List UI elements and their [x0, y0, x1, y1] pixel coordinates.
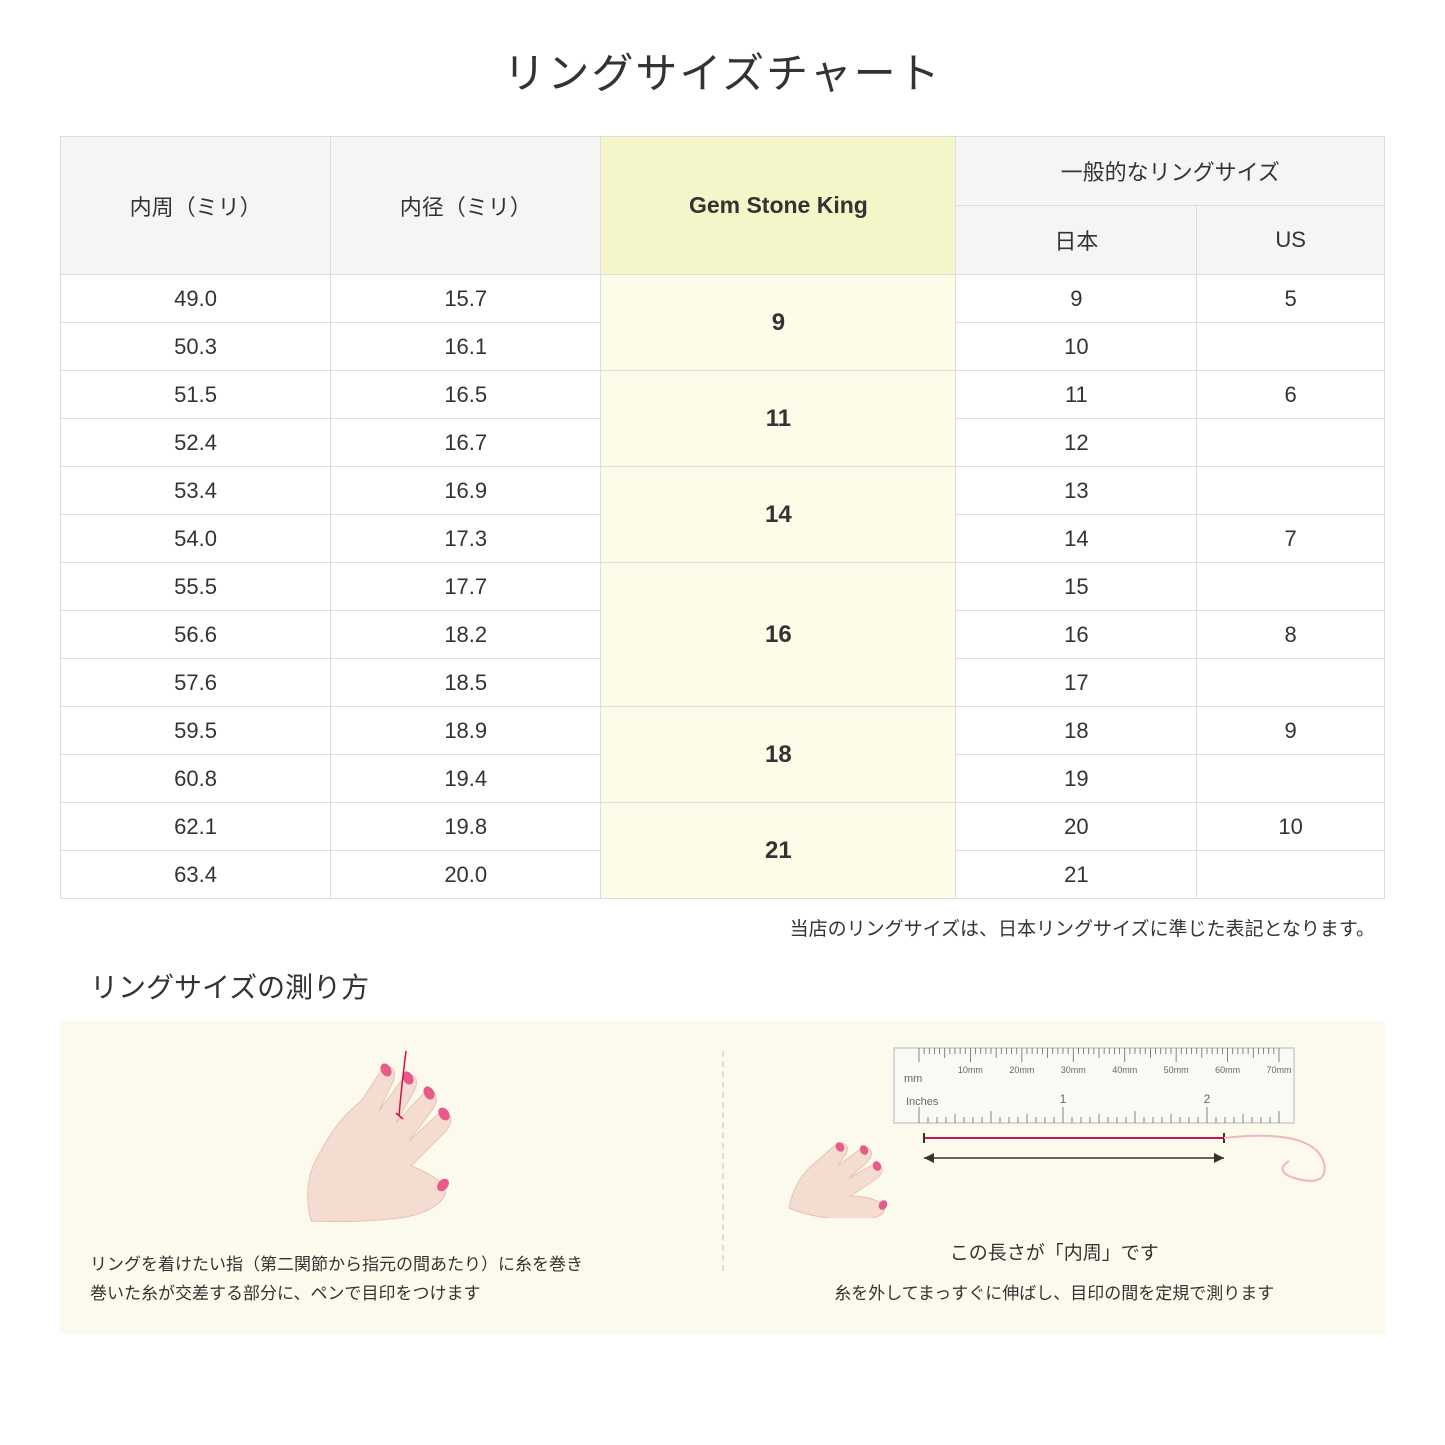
svg-text:Inches: Inches — [906, 1096, 939, 1108]
length-label: この長さが「内周」です — [950, 1238, 1159, 1265]
table-note: 当店のリングサイズは、日本リングサイズに準じた表記となります。 — [60, 914, 1385, 941]
header-general: 一般的なリングサイズ — [956, 137, 1385, 206]
table-row: 53.416.91413 — [61, 467, 1385, 515]
svg-text:30mm: 30mm — [1061, 1065, 1086, 1075]
cell-us — [1197, 659, 1385, 707]
howto-left-panel: リングを着けたい指（第二関節から指元の間あたり）に糸を巻き 巻いた糸が交差する部… — [90, 1041, 692, 1309]
cell-diameter: 16.9 — [331, 467, 601, 515]
cell-diameter: 18.5 — [331, 659, 601, 707]
cell-japan: 19 — [956, 755, 1197, 803]
table-row: 49.015.7995 — [61, 275, 1385, 323]
hand-illustration-left — [251, 1041, 531, 1231]
cell-diameter: 17.3 — [331, 515, 601, 563]
cell-circumference: 57.6 — [61, 659, 331, 707]
svg-text:40mm: 40mm — [1112, 1065, 1137, 1075]
header-circumference: 内周（ミリ） — [61, 137, 331, 275]
cell-japan: 14 — [956, 515, 1197, 563]
cell-japan: 9 — [956, 275, 1197, 323]
cell-circumference: 54.0 — [61, 515, 331, 563]
cell-us: 8 — [1197, 611, 1385, 659]
cell-japan: 11 — [956, 371, 1197, 419]
cell-us — [1197, 467, 1385, 515]
cell-circumference: 50.3 — [61, 323, 331, 371]
cell-japan: 10 — [956, 323, 1197, 371]
cell-us: 9 — [1197, 707, 1385, 755]
table-row: 51.516.511116 — [61, 371, 1385, 419]
table-row: 59.518.918189 — [61, 707, 1385, 755]
cell-circumference: 51.5 — [61, 371, 331, 419]
howto-container: リングを着けたい指（第二関節から指元の間あたり）に糸を巻き 巻いた糸が交差する部… — [60, 1021, 1385, 1334]
cell-us — [1197, 755, 1385, 803]
cell-us — [1197, 563, 1385, 611]
cell-japan: 20 — [956, 803, 1197, 851]
cell-circumference: 52.4 — [61, 419, 331, 467]
cell-us: 5 — [1197, 275, 1385, 323]
cell-japan: 12 — [956, 419, 1197, 467]
svg-text:70mm: 70mm — [1267, 1065, 1292, 1075]
cell-gsk: 11 — [601, 371, 956, 467]
cell-gsk: 21 — [601, 803, 956, 899]
cell-diameter: 19.8 — [331, 803, 601, 851]
table-row: 62.119.8212010 — [61, 803, 1385, 851]
cell-diameter: 18.2 — [331, 611, 601, 659]
cell-japan: 18 — [956, 707, 1197, 755]
cell-circumference: 59.5 — [61, 707, 331, 755]
cell-gsk: 9 — [601, 275, 956, 371]
howto-right-panel: 10mm 20mm 30mm 40mm 50mm 60mm 70mm mm 1 2 Inche… — [754, 1041, 1356, 1309]
cell-diameter: 15.7 — [331, 275, 601, 323]
ruler-illustration: 10mm 20mm 30mm 40mm 50mm 60mm 70mm mm 1 2 Inche… — [774, 1043, 1334, 1223]
cell-us: 7 — [1197, 515, 1385, 563]
cell-diameter: 16.1 — [331, 323, 601, 371]
svg-text:2: 2 — [1204, 1092, 1211, 1106]
cell-diameter: 17.7 — [331, 563, 601, 611]
cell-gsk: 14 — [601, 467, 956, 563]
cell-us: 10 — [1197, 803, 1385, 851]
cell-circumference: 53.4 — [61, 467, 331, 515]
cell-gsk: 16 — [601, 563, 956, 707]
header-japan: 日本 — [956, 206, 1197, 275]
cell-circumference: 63.4 — [61, 851, 331, 899]
cell-diameter: 16.5 — [331, 371, 601, 419]
svg-text:50mm: 50mm — [1164, 1065, 1189, 1075]
table-row: 55.517.71615 — [61, 563, 1385, 611]
howto-right-caption: 糸を外してまっすぐに伸ばし、目印の間を定規で測ります — [754, 1280, 1356, 1309]
cell-us — [1197, 323, 1385, 371]
header-us: US — [1197, 206, 1385, 275]
howto-left-caption: リングを着けたい指（第二関節から指元の間あたり）に糸を巻き 巻いた糸が交差する部… — [90, 1251, 692, 1309]
header-gsk: Gem Stone King — [601, 137, 956, 275]
cell-circumference: 49.0 — [61, 275, 331, 323]
cell-circumference: 56.6 — [61, 611, 331, 659]
cell-gsk: 18 — [601, 707, 956, 803]
header-diameter: 内径（ミリ） — [331, 137, 601, 275]
cell-japan: 16 — [956, 611, 1197, 659]
cell-japan: 13 — [956, 467, 1197, 515]
cell-diameter: 19.4 — [331, 755, 601, 803]
cell-us — [1197, 419, 1385, 467]
cell-japan: 21 — [956, 851, 1197, 899]
howto-divider — [722, 1051, 724, 1271]
svg-text:10mm: 10mm — [958, 1065, 983, 1075]
page-title: リングサイズチャート — [60, 40, 1385, 101]
howto-title: リングサイズの測り方 — [60, 966, 1385, 1006]
svg-text:1: 1 — [1060, 1092, 1067, 1106]
cell-japan: 17 — [956, 659, 1197, 707]
cell-japan: 15 — [956, 563, 1197, 611]
cell-circumference: 62.1 — [61, 803, 331, 851]
cell-circumference: 60.8 — [61, 755, 331, 803]
ring-size-table: 内周（ミリ） 内径（ミリ） Gem Stone King 一般的なリングサイズ … — [60, 136, 1385, 899]
svg-text:mm: mm — [904, 1073, 922, 1085]
cell-diameter: 16.7 — [331, 419, 601, 467]
cell-diameter: 20.0 — [331, 851, 601, 899]
svg-text:60mm: 60mm — [1215, 1065, 1240, 1075]
cell-us — [1197, 851, 1385, 899]
svg-text:20mm: 20mm — [1010, 1065, 1035, 1075]
cell-diameter: 18.9 — [331, 707, 601, 755]
cell-us: 6 — [1197, 371, 1385, 419]
cell-circumference: 55.5 — [61, 563, 331, 611]
